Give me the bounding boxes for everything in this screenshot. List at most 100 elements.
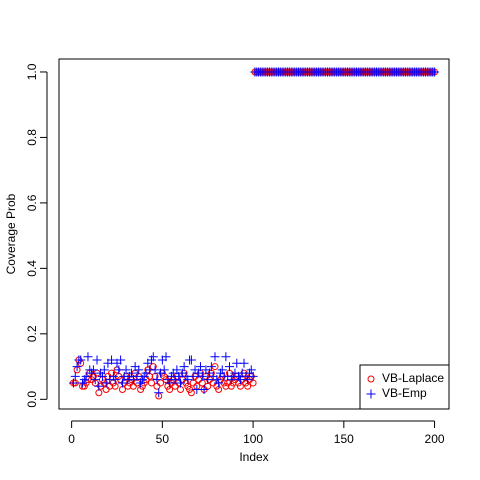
point bbox=[121, 365, 131, 375]
point bbox=[152, 375, 162, 385]
plus-marker bbox=[183, 375, 193, 385]
point bbox=[246, 365, 256, 375]
legend-label: VB-Emp bbox=[382, 386, 427, 400]
point bbox=[179, 362, 189, 372]
plus-marker bbox=[83, 352, 93, 362]
point bbox=[81, 371, 91, 381]
point bbox=[197, 371, 207, 381]
plus-marker bbox=[81, 371, 91, 381]
plus-marker bbox=[243, 375, 253, 385]
point bbox=[199, 384, 209, 394]
point bbox=[217, 365, 227, 375]
point bbox=[116, 355, 126, 365]
plus-marker bbox=[161, 352, 171, 362]
point bbox=[165, 378, 175, 388]
plus-marker bbox=[107, 355, 117, 365]
plus-marker bbox=[221, 352, 231, 362]
plus-marker bbox=[217, 365, 227, 375]
plus-marker bbox=[186, 355, 196, 365]
point bbox=[76, 355, 86, 365]
point bbox=[148, 352, 158, 362]
plus-marker bbox=[116, 355, 126, 365]
plus-marker bbox=[159, 365, 169, 375]
point bbox=[127, 368, 137, 378]
point bbox=[186, 355, 196, 365]
point bbox=[203, 375, 213, 385]
y-tick-label: 1.0 bbox=[25, 63, 39, 80]
plus-marker bbox=[150, 365, 160, 375]
plus-marker bbox=[197, 371, 207, 381]
x-tick-label: 50 bbox=[156, 432, 170, 446]
plus-marker bbox=[188, 371, 198, 381]
plus-marker bbox=[68, 378, 78, 388]
plus-marker bbox=[110, 375, 120, 385]
point bbox=[187, 389, 195, 397]
point bbox=[107, 355, 117, 365]
plus-marker bbox=[179, 362, 189, 372]
point bbox=[147, 379, 155, 387]
plus-marker bbox=[94, 381, 104, 391]
plus-marker bbox=[239, 358, 249, 368]
point bbox=[99, 365, 109, 375]
x-tick-label: 150 bbox=[334, 432, 354, 446]
legend-marker bbox=[366, 389, 376, 399]
point bbox=[90, 375, 100, 385]
plus-marker bbox=[148, 352, 158, 362]
plus-marker bbox=[152, 375, 162, 385]
plus-marker bbox=[206, 362, 216, 372]
plus-marker bbox=[165, 378, 175, 388]
point bbox=[210, 352, 220, 362]
point bbox=[243, 375, 253, 385]
point bbox=[94, 381, 104, 391]
plus-marker bbox=[225, 362, 235, 372]
point bbox=[183, 375, 193, 385]
plus-marker bbox=[199, 384, 209, 394]
point bbox=[248, 371, 258, 381]
plus-marker bbox=[366, 389, 376, 399]
plus-marker bbox=[246, 365, 256, 375]
point bbox=[72, 362, 82, 372]
plus-marker bbox=[92, 355, 102, 365]
point bbox=[221, 352, 231, 362]
point bbox=[239, 358, 249, 368]
series bbox=[68, 67, 440, 398]
point bbox=[150, 365, 160, 375]
plus-marker bbox=[176, 378, 186, 388]
point bbox=[97, 371, 107, 381]
plus-marker bbox=[70, 371, 80, 381]
plus-marker bbox=[90, 375, 100, 385]
point bbox=[195, 362, 205, 372]
x-tick-label: 0 bbox=[68, 432, 75, 446]
point bbox=[88, 365, 98, 375]
plus-marker bbox=[117, 378, 127, 388]
plus-marker bbox=[214, 378, 224, 388]
point bbox=[159, 365, 169, 375]
plus-marker bbox=[99, 365, 109, 375]
series bbox=[69, 68, 439, 400]
legend-box bbox=[359, 364, 450, 410]
legend-marker bbox=[367, 375, 375, 383]
point bbox=[92, 355, 102, 365]
point bbox=[157, 379, 165, 387]
y-tick-label: 0.0 bbox=[25, 391, 39, 408]
y-axis-label: Coverage Prob bbox=[4, 193, 18, 274]
point bbox=[134, 365, 144, 375]
point bbox=[214, 378, 224, 388]
plus-marker bbox=[76, 355, 86, 365]
plus-marker bbox=[195, 362, 205, 372]
x-tick-label: 100 bbox=[243, 432, 263, 446]
plus-marker bbox=[127, 368, 137, 378]
point bbox=[206, 362, 216, 372]
point bbox=[117, 378, 127, 388]
point bbox=[176, 378, 186, 388]
plus-marker bbox=[97, 371, 107, 381]
point bbox=[154, 388, 164, 398]
point bbox=[225, 362, 235, 372]
point bbox=[110, 375, 120, 385]
plus-marker bbox=[172, 365, 182, 375]
plus-marker bbox=[121, 365, 131, 375]
point bbox=[70, 371, 80, 381]
plus-marker bbox=[72, 362, 82, 372]
